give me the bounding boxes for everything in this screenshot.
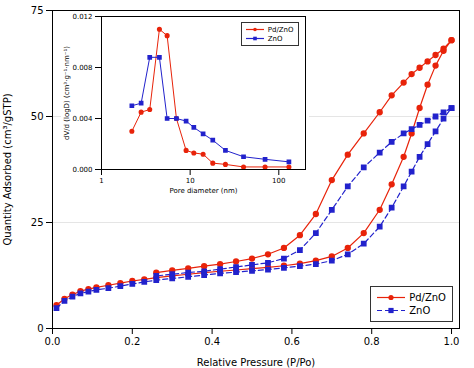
- html-text:ZnO: ZnO: [409, 305, 431, 316]
- svg-text:0.004: 0.004: [72, 115, 93, 123]
- svg-text:0.000: 0.000: [72, 166, 92, 174]
- svg-text:Quantity Adsorbed (cm³/gSTP): Quantity Adsorbed (cm³/gSTP): [2, 93, 13, 245]
- svg-text:100: 100: [272, 177, 285, 185]
- svg-text:0.008: 0.008: [72, 64, 92, 72]
- svg-text:0.4: 0.4: [204, 336, 220, 347]
- svg-text:0.8: 0.8: [364, 336, 380, 347]
- svg-text:50: 50: [31, 111, 44, 122]
- html-text:Pd/ZnO: Pd/ZnO: [409, 292, 446, 303]
- svg-text:dV/d (logD) (cm³·g⁻¹·nm⁻¹): dV/d (logD) (cm³·g⁻¹·nm⁻¹): [63, 46, 71, 140]
- svg-text:0.012: 0.012: [72, 13, 92, 21]
- svg-text:75: 75: [31, 5, 44, 16]
- svg-text:10: 10: [186, 177, 195, 185]
- html-text:ZnO: ZnO: [267, 34, 283, 43]
- svg-text:0.6: 0.6: [284, 336, 300, 347]
- svg-text:1: 1: [99, 177, 103, 185]
- svg-text:0.2: 0.2: [124, 336, 140, 347]
- svg-text:Pore diameter (nm): Pore diameter (nm): [169, 187, 237, 195]
- html-text:Pd/ZnO: Pd/ZnO: [267, 25, 294, 34]
- svg-text:Relative Pressure (P/Po): Relative Pressure (P/Po): [197, 357, 315, 368]
- svg-text:1.0: 1.0: [444, 336, 460, 347]
- svg-text:0.0: 0.0: [45, 336, 61, 347]
- svg-text:25: 25: [31, 217, 44, 228]
- svg-text:0: 0: [37, 323, 43, 334]
